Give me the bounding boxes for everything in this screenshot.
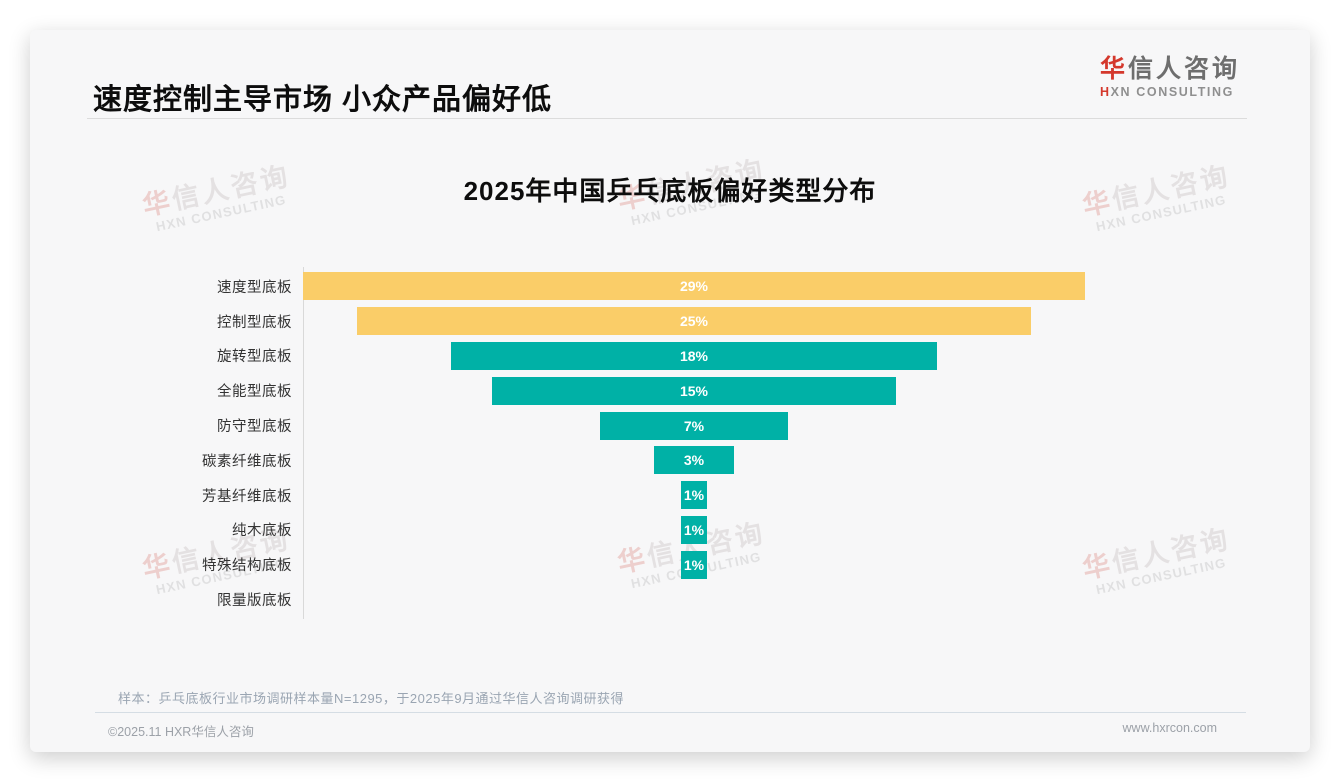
bar-track: 7% — [303, 411, 1085, 440]
chart-row: 芳基纤维底板 1% — [30, 478, 1130, 513]
footer-divider — [95, 712, 1246, 713]
bar: 1% — [680, 515, 708, 544]
bar: 15% — [491, 376, 897, 405]
chart-row: 控制型底板 25% — [30, 304, 1130, 339]
report-card: 华信人咨询 HXN CONSULTING 华信人咨询 HXN CONSULTIN… — [30, 30, 1310, 752]
website-url: www.hxrcon.com — [1122, 721, 1217, 735]
bar-value-label: 1% — [683, 521, 705, 538]
bar-track: 1% — [303, 481, 1085, 510]
category-label: 芳基纤维底板 — [202, 488, 292, 505]
logo-english-name: HXN CONSULTING — [1099, 84, 1234, 99]
funnel-chart: 速度型底板 29% 控制型底板 25% 旋转型底板 18% 全能型底板 15% 防守型底板 7% 碳… — [30, 269, 1130, 617]
chart-row: 限量版底板 — [30, 582, 1130, 617]
header-divider — [87, 118, 1247, 119]
bar: 18% — [451, 341, 937, 370]
bar-value-label: 1% — [683, 556, 705, 573]
bar-track: 15% — [303, 376, 1085, 405]
category-label: 旋转型底板 — [217, 349, 292, 366]
logo-chinese-name: 华信人咨询 — [1099, 55, 1240, 83]
bar-track: 1% — [303, 515, 1085, 544]
chart-row: 防守型底板 7% — [30, 408, 1130, 443]
chart-title: 2025年中国乒乓底板偏好类型分布 — [463, 176, 877, 206]
bar-value-label: 1% — [683, 487, 705, 504]
chart-row: 纯木底板 1% — [30, 513, 1130, 548]
bar-track — [303, 586, 1085, 614]
bar-track: 18% — [303, 341, 1085, 370]
category-label: 控制型底板 — [217, 314, 292, 331]
bar-value-label: 29% — [679, 278, 709, 295]
bar: 1% — [680, 550, 708, 579]
bar-value-label: 25% — [679, 313, 709, 330]
category-label: 碳素纤维底板 — [202, 453, 292, 470]
bar-value-label: 18% — [679, 347, 709, 364]
bar-track: 25% — [303, 307, 1085, 336]
bar: 3% — [653, 446, 735, 475]
bar: 1% — [680, 481, 708, 510]
chart-axis-line — [303, 267, 304, 619]
chart-row: 全能型底板 15% — [30, 373, 1130, 408]
copyright-text: ©2025.11 HXR华信人咨询 — [108, 725, 254, 739]
bar-value-label: 7% — [683, 417, 705, 434]
bar-value-label: 15% — [679, 382, 709, 399]
chart-row: 碳素纤维底板 3% — [30, 443, 1130, 478]
bar: 7% — [599, 411, 789, 440]
bar-track: 3% — [303, 446, 1085, 475]
page-title: 速度控制主导市场 小众产品偏好低 — [93, 84, 553, 116]
company-logo: 华信人咨询 HXN CONSULTING — [1099, 55, 1240, 99]
chart-row: 旋转型底板 18% — [30, 339, 1130, 374]
bar-track: 1% — [303, 550, 1085, 579]
bar: 25% — [356, 307, 1032, 336]
category-label: 全能型底板 — [217, 384, 292, 401]
chart-row: 特殊结构底板 1% — [30, 547, 1130, 582]
bar-track: 29% — [303, 272, 1085, 301]
bar-value-label: 3% — [683, 452, 705, 469]
category-label: 防守型底板 — [217, 419, 292, 436]
category-label: 特殊结构底板 — [202, 558, 292, 575]
category-label: 速度型底板 — [217, 279, 292, 296]
bar: 29% — [303, 272, 1085, 301]
category-label: 纯木底板 — [232, 523, 292, 540]
chart-row: 速度型底板 29% — [30, 269, 1130, 304]
sample-note: 样本：乒乓底板行业市场调研样本量N=1295，于2025年9月通过华信人咨询调研… — [118, 691, 625, 706]
category-label: 限量版底板 — [217, 593, 292, 610]
